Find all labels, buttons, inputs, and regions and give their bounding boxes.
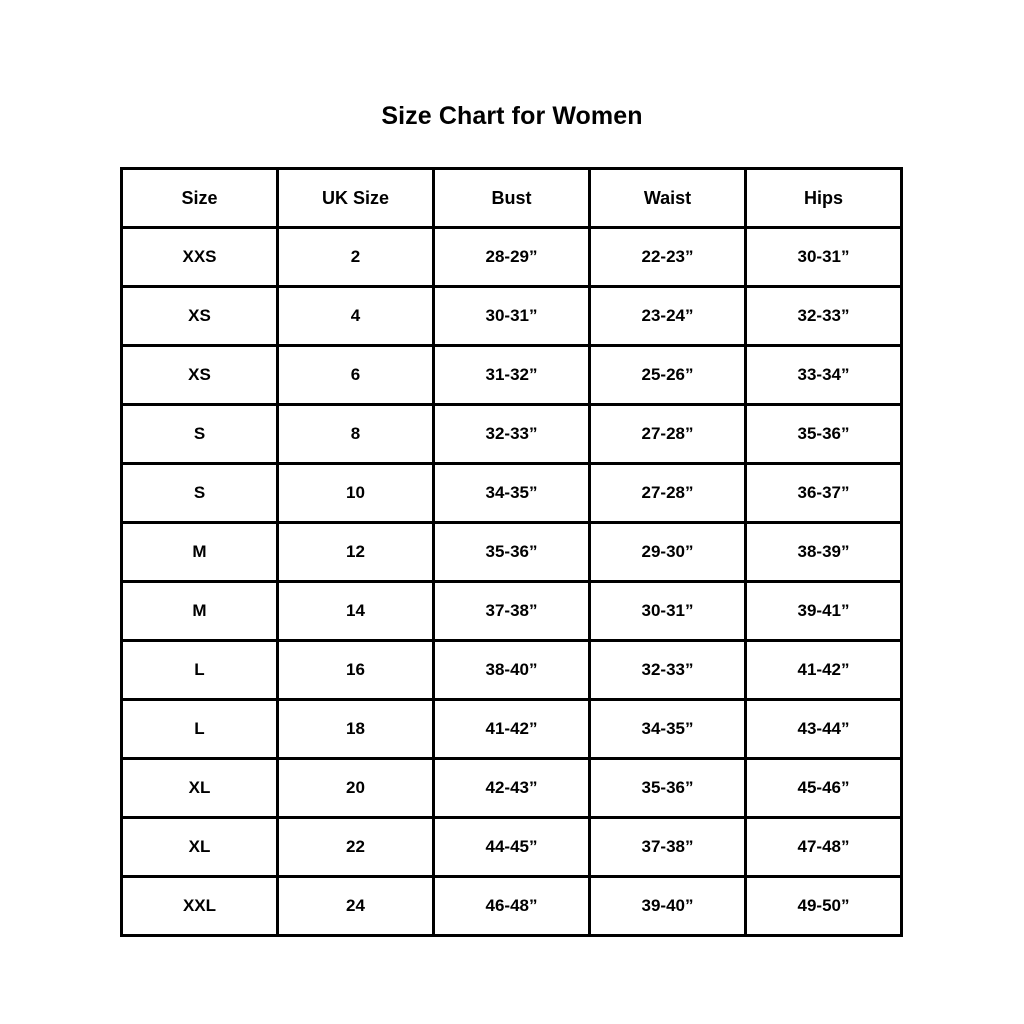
cell-bust: 42-43” xyxy=(432,757,591,819)
cell-bust: 41-42” xyxy=(432,698,591,760)
cell-waist: 27-28” xyxy=(588,462,747,524)
cell-uk-size: 14 xyxy=(276,580,435,642)
table-header-row: Size UK Size Bust Waist Hips xyxy=(120,167,903,229)
cell-waist: 27-28” xyxy=(588,403,747,465)
cell-uk-size: 18 xyxy=(276,698,435,760)
table-row: M 12 35-36” 29-30” 38-39” xyxy=(120,521,903,583)
cell-bust: 35-36” xyxy=(432,521,591,583)
size-chart-table: Size UK Size Bust Waist Hips XXS 2 28-29… xyxy=(120,167,903,937)
cell-hips: 30-31” xyxy=(744,226,903,288)
cell-size: M xyxy=(120,580,279,642)
table-row: XXS 2 28-29” 22-23” 30-31” xyxy=(120,226,903,288)
table-row: XS 6 31-32” 25-26” 33-34” xyxy=(120,344,903,406)
cell-waist: 39-40” xyxy=(588,875,747,937)
cell-size: XXL xyxy=(120,875,279,937)
cell-bust: 32-33” xyxy=(432,403,591,465)
cell-bust: 31-32” xyxy=(432,344,591,406)
cell-waist: 25-26” xyxy=(588,344,747,406)
cell-uk-size: 8 xyxy=(276,403,435,465)
cell-waist: 29-30” xyxy=(588,521,747,583)
cell-hips: 36-37” xyxy=(744,462,903,524)
cell-size: XS xyxy=(120,344,279,406)
cell-uk-size: 12 xyxy=(276,521,435,583)
table-body: XXS 2 28-29” 22-23” 30-31” XS 4 30-31” 2… xyxy=(120,226,903,937)
page-title: Size Chart for Women xyxy=(381,102,643,130)
table-row: L 18 41-42” 34-35” 43-44” xyxy=(120,698,903,760)
cell-uk-size: 10 xyxy=(276,462,435,524)
table-row: S 10 34-35” 27-28” 36-37” xyxy=(120,462,903,524)
cell-hips: 32-33” xyxy=(744,285,903,347)
cell-uk-size: 20 xyxy=(276,757,435,819)
table-row: M 14 37-38” 30-31” 39-41” xyxy=(120,580,903,642)
cell-size: S xyxy=(120,462,279,524)
table-row: XS 4 30-31” 23-24” 32-33” xyxy=(120,285,903,347)
cell-waist: 35-36” xyxy=(588,757,747,819)
size-table-container: Size UK Size Bust Waist Hips XXS 2 28-29… xyxy=(120,167,903,937)
table-row: XL 22 44-45” 37-38” 47-48” xyxy=(120,816,903,878)
cell-bust: 30-31” xyxy=(432,285,591,347)
cell-size: L xyxy=(120,639,279,701)
cell-hips: 43-44” xyxy=(744,698,903,760)
cell-hips: 49-50” xyxy=(744,875,903,937)
table-row: S 8 32-33” 27-28” 35-36” xyxy=(120,403,903,465)
cell-bust: 44-45” xyxy=(432,816,591,878)
cell-hips: 35-36” xyxy=(744,403,903,465)
column-header-uk-size: UK Size xyxy=(276,167,435,229)
cell-waist: 34-35” xyxy=(588,698,747,760)
column-header-waist: Waist xyxy=(588,167,747,229)
cell-uk-size: 16 xyxy=(276,639,435,701)
cell-size: XL xyxy=(120,757,279,819)
cell-hips: 45-46” xyxy=(744,757,903,819)
cell-size: L xyxy=(120,698,279,760)
cell-waist: 22-23” xyxy=(588,226,747,288)
cell-bust: 37-38” xyxy=(432,580,591,642)
cell-size: S xyxy=(120,403,279,465)
cell-uk-size: 4 xyxy=(276,285,435,347)
cell-bust: 28-29” xyxy=(432,226,591,288)
table-row: XXL 24 46-48” 39-40” 49-50” xyxy=(120,875,903,937)
cell-hips: 33-34” xyxy=(744,344,903,406)
column-header-hips: Hips xyxy=(744,167,903,229)
table-row: XL 20 42-43” 35-36” 45-46” xyxy=(120,757,903,819)
cell-waist: 37-38” xyxy=(588,816,747,878)
cell-uk-size: 2 xyxy=(276,226,435,288)
cell-uk-size: 6 xyxy=(276,344,435,406)
table-row: L 16 38-40” 32-33” 41-42” xyxy=(120,639,903,701)
cell-waist: 32-33” xyxy=(588,639,747,701)
cell-bust: 34-35” xyxy=(432,462,591,524)
table-header: Size UK Size Bust Waist Hips xyxy=(120,167,903,229)
cell-bust: 46-48” xyxy=(432,875,591,937)
cell-size: M xyxy=(120,521,279,583)
cell-waist: 30-31” xyxy=(588,580,747,642)
column-header-bust: Bust xyxy=(432,167,591,229)
cell-size: XXS xyxy=(120,226,279,288)
cell-uk-size: 24 xyxy=(276,875,435,937)
cell-hips: 41-42” xyxy=(744,639,903,701)
cell-size: XL xyxy=(120,816,279,878)
column-header-size: Size xyxy=(120,167,279,229)
cell-uk-size: 22 xyxy=(276,816,435,878)
cell-waist: 23-24” xyxy=(588,285,747,347)
cell-bust: 38-40” xyxy=(432,639,591,701)
cell-hips: 39-41” xyxy=(744,580,903,642)
cell-hips: 47-48” xyxy=(744,816,903,878)
cell-size: XS xyxy=(120,285,279,347)
cell-hips: 38-39” xyxy=(744,521,903,583)
